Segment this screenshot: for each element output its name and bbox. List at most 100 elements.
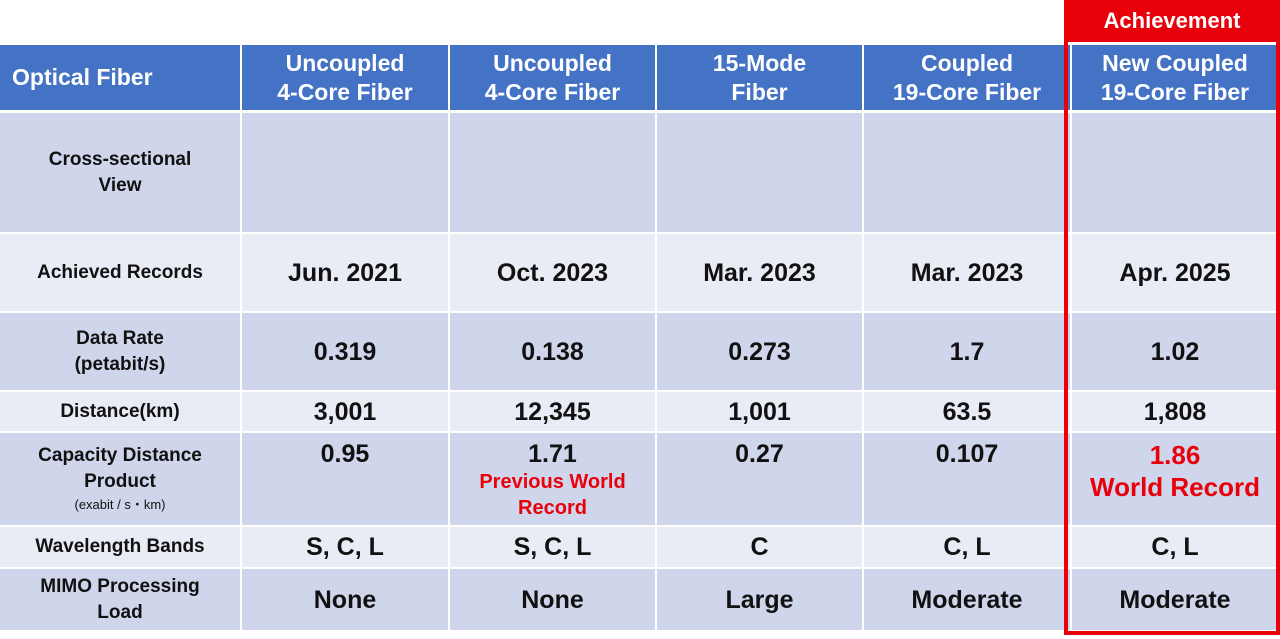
header-text: Coupled: [921, 49, 1013, 76]
row-label: Wavelength Bands: [0, 527, 240, 567]
table-cell: 0.27: [657, 433, 862, 525]
cell-value: 1,808: [1143, 397, 1207, 426]
row-label: MIMO Processing Load: [0, 569, 240, 630]
table-cell: [450, 113, 655, 232]
cell-value: Apr. 2025: [1119, 258, 1231, 287]
table-cell: 1.7: [864, 313, 1070, 390]
table-cell: [864, 113, 1070, 232]
header-text: Uncoupled: [493, 49, 612, 76]
cell-value: 0.138: [521, 337, 584, 366]
label-text: View: [98, 174, 142, 196]
table-cell: 1.02: [1072, 313, 1278, 390]
cell-value: C, L: [943, 533, 991, 561]
cell-value: Jun. 2021: [288, 258, 402, 287]
cell-value: 1,001: [728, 397, 791, 426]
row-label: Data Rate (petabit/s): [0, 313, 240, 390]
table-cell: 63.5: [864, 392, 1070, 431]
cell-value: Moderate: [1119, 585, 1231, 614]
table-cell: 1.86 World Record: [1072, 433, 1278, 525]
cell-value: 0.107: [935, 440, 999, 468]
label-text: MIMO Processing: [40, 575, 200, 597]
cell-value: Oct. 2023: [496, 258, 609, 287]
cell-value: Mar. 2023: [703, 258, 816, 287]
cell-value: 12,345: [514, 397, 591, 426]
table-cell: Moderate: [1072, 569, 1278, 630]
table-cell: Large: [657, 569, 862, 630]
cell-value: 0.273: [728, 337, 791, 366]
cell-value: None: [521, 585, 584, 614]
table-cell: 0.95: [242, 433, 448, 525]
table-cell: [242, 113, 448, 232]
table-cell: 1,808: [1072, 392, 1278, 431]
cell-value: Mar. 2023: [910, 258, 1024, 287]
table-cell: Jun. 2021: [242, 234, 448, 311]
cell-value: 1.7: [949, 337, 985, 366]
header-text: Uncoupled: [285, 49, 405, 76]
label-text: (petabit/s): [74, 353, 166, 375]
cell-value: 0.27: [735, 440, 784, 468]
unit-text: (exabit / s・km): [74, 497, 166, 512]
row-label: Capacity Distance Product (exabit / s・km): [0, 433, 240, 525]
table-cell: Mar. 2023: [864, 234, 1070, 311]
achievement-badge: Achievement: [1064, 0, 1280, 42]
cell-value: 1.02: [1150, 337, 1200, 366]
header-text: 19-Core Fiber: [892, 78, 1042, 105]
header-cell: New Coupled 19-Core Fiber: [1072, 45, 1278, 110]
table-cell: 1.71 Previous World Record: [450, 433, 655, 525]
header-cell: Coupled 19-Core Fiber: [864, 45, 1070, 110]
label-text: Product: [84, 471, 156, 492]
row-label: Distance(km): [0, 392, 240, 431]
header-text: 15-Mode: [712, 49, 807, 76]
table-cell: S, C, L: [450, 527, 655, 567]
header-text: New Coupled: [1102, 49, 1248, 76]
table-cell: 3,001: [242, 392, 448, 431]
cell-value: Moderate: [911, 585, 1023, 614]
table-cell: 12,345: [450, 392, 655, 431]
table-cell: 0.107: [864, 433, 1070, 525]
cell-value: C: [750, 533, 769, 561]
cell-value: 0.95: [320, 440, 370, 468]
header-cell: Optical Fiber: [0, 45, 240, 110]
header-text: 4-Core Fiber: [277, 78, 413, 105]
table-cell: None: [242, 569, 448, 630]
cell-note: Previous World: [479, 471, 626, 493]
table-cell: Oct. 2023: [450, 234, 655, 311]
cell-value: 1.71: [528, 440, 577, 468]
table-cell: C, L: [864, 527, 1070, 567]
label-text: Cross-sectional: [48, 148, 192, 170]
table-cell: C: [657, 527, 862, 567]
table-cell: Mar. 2023: [657, 234, 862, 311]
table-cell: None: [450, 569, 655, 630]
table-cell: 1,001: [657, 392, 862, 431]
header-text: 4-Core Fiber: [484, 78, 621, 105]
label-text: Capacity Distance: [38, 445, 202, 466]
cell-value: Large: [725, 585, 794, 614]
row-label: Achieved Records: [0, 234, 240, 311]
label-text: Wavelength Bands: [35, 536, 205, 557]
cell-value: 63.5: [942, 397, 992, 426]
cell-note: World Record: [1090, 472, 1260, 502]
header-cell: Uncoupled 4-Core Fiber: [450, 45, 655, 110]
label-text: Distance(km): [60, 400, 180, 422]
table-cell: 0.138: [450, 313, 655, 390]
table-cell: Apr. 2025: [1072, 234, 1278, 311]
table-cell: Moderate: [864, 569, 1070, 630]
header-text: 19-Core Fiber: [1100, 78, 1250, 105]
cell-value: 1.86: [1149, 440, 1201, 470]
cell-value: 3,001: [313, 397, 377, 426]
cell-note: Record: [518, 497, 587, 519]
label-text: Load: [97, 601, 143, 623]
table-cell: [1072, 113, 1278, 232]
row-label: Cross-sectional View: [0, 113, 240, 232]
header-text: Optical Fiber: [12, 64, 153, 90]
header-cell: 15-Mode Fiber: [657, 45, 862, 110]
cell-value: 0.319: [313, 337, 377, 366]
cell-value: C, L: [1151, 533, 1199, 561]
header-cell: Uncoupled 4-Core Fiber: [242, 45, 448, 110]
table-cell: [657, 113, 862, 232]
label-text: Achieved Records: [37, 261, 203, 283]
cell-value: None: [313, 585, 377, 614]
header-text: Fiber: [731, 78, 788, 105]
table-cell: 0.319: [242, 313, 448, 390]
